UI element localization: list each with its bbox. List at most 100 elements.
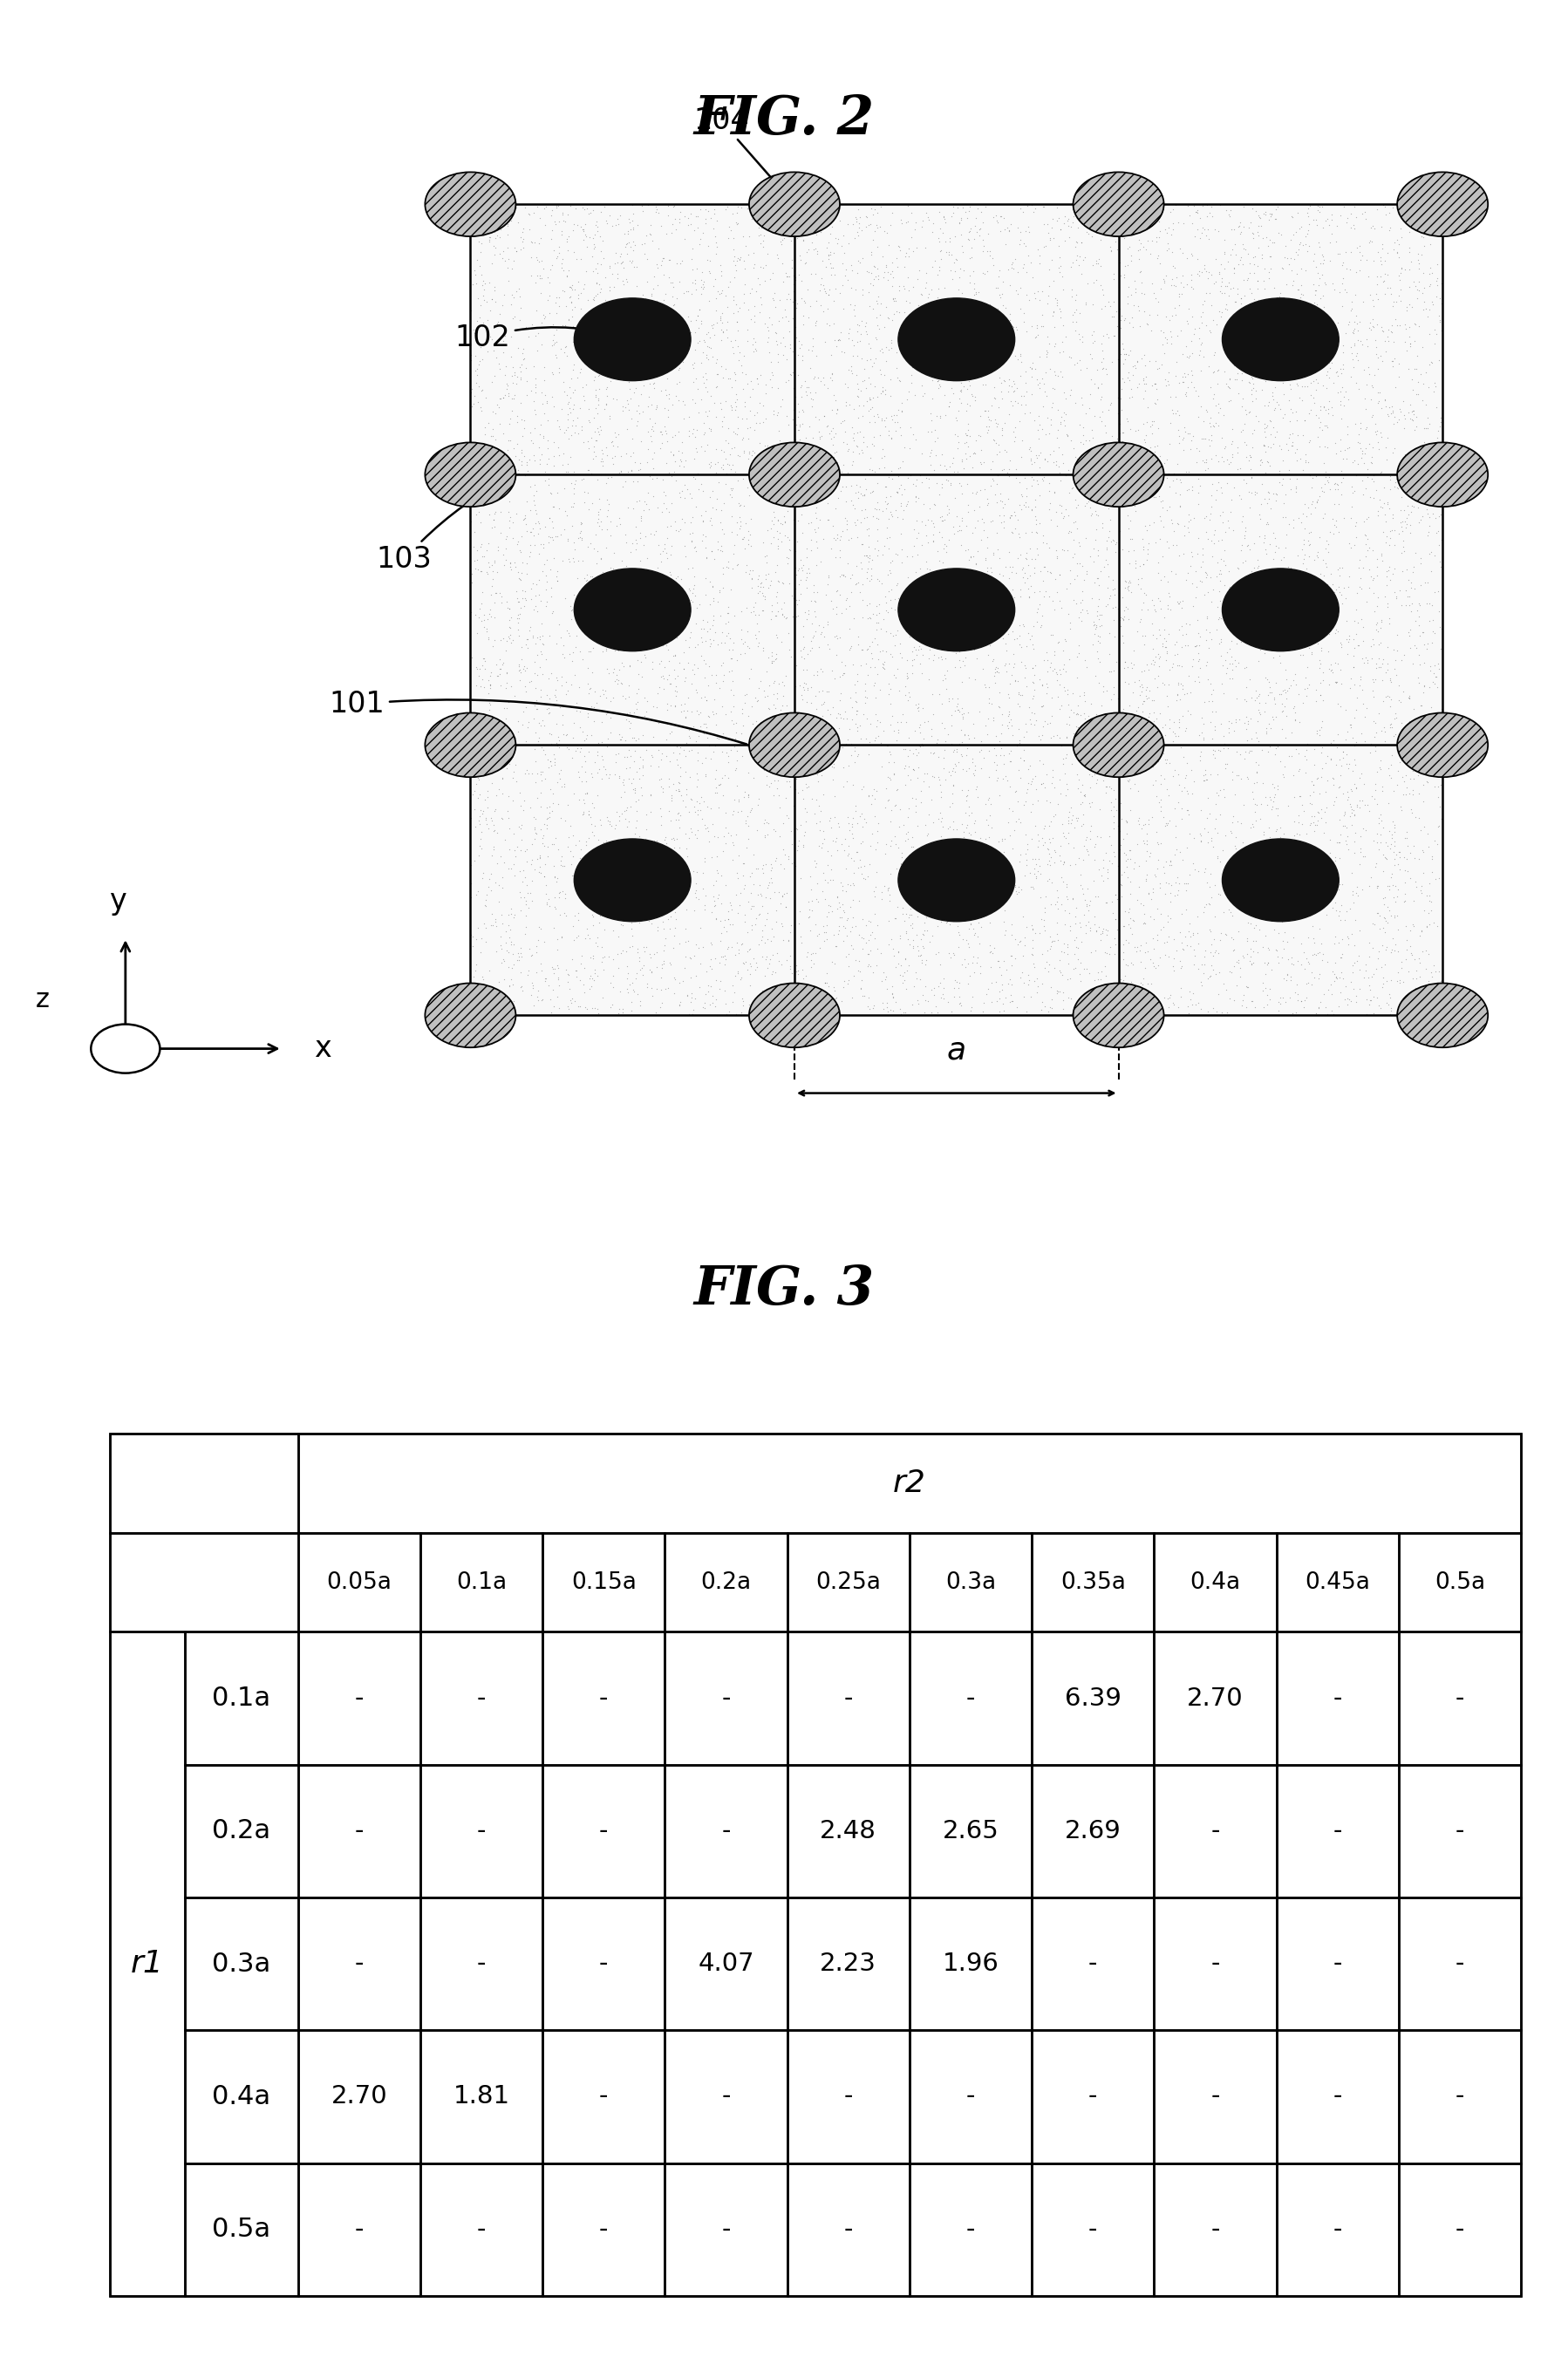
Point: [1087, 600, 1112, 638]
Point: [1145, 778, 1170, 816]
Point: [1248, 208, 1273, 246]
Point: [1301, 319, 1327, 357]
Point: [1353, 381, 1378, 418]
Point: [1325, 466, 1350, 504]
Point: [552, 638, 577, 676]
Point: [638, 747, 663, 785]
Point: [1229, 846, 1254, 884]
Point: [1198, 369, 1223, 407]
Point: [566, 988, 591, 1026]
Point: [673, 312, 698, 350]
Point: [1200, 693, 1225, 730]
Point: [746, 669, 771, 707]
Point: [1272, 913, 1297, 950]
Point: [668, 442, 693, 480]
Point: [881, 279, 906, 317]
Point: [997, 442, 1022, 480]
Point: [1032, 440, 1057, 478]
Point: [546, 830, 571, 868]
Point: [1032, 548, 1057, 586]
Point: [626, 872, 651, 910]
Point: [1134, 669, 1159, 707]
Point: [800, 331, 825, 369]
Point: [1102, 747, 1127, 785]
Point: [1049, 530, 1074, 567]
Point: [612, 248, 637, 286]
Point: [977, 818, 1002, 856]
Point: [1358, 381, 1383, 418]
Point: [1101, 797, 1126, 834]
Point: [731, 981, 756, 1019]
Point: [911, 754, 936, 792]
Point: [1295, 965, 1320, 1002]
Point: [1375, 827, 1400, 865]
Point: [1060, 827, 1085, 865]
Point: [925, 331, 950, 369]
Point: [726, 782, 751, 820]
Point: [659, 537, 684, 574]
Point: [1209, 267, 1234, 305]
Point: [1347, 667, 1372, 704]
Point: [972, 707, 997, 745]
Point: [674, 324, 699, 362]
Point: [1386, 449, 1411, 487]
Point: [704, 366, 729, 404]
Point: [1063, 898, 1088, 936]
Point: [674, 693, 699, 730]
Point: [1320, 364, 1345, 402]
Point: [997, 816, 1022, 853]
Point: [1146, 825, 1171, 863]
Point: [574, 719, 599, 756]
Point: [458, 336, 483, 374]
Point: [1428, 801, 1454, 839]
Point: [467, 485, 492, 522]
Point: [1248, 199, 1273, 236]
Point: [928, 560, 953, 598]
Point: [1303, 201, 1328, 239]
Point: [753, 979, 778, 1017]
Point: [535, 790, 560, 827]
Point: [980, 851, 1005, 889]
Point: [1300, 482, 1325, 520]
Point: [778, 813, 803, 851]
Point: [505, 522, 530, 560]
Point: [1341, 314, 1366, 352]
Point: [1264, 697, 1289, 735]
Point: [776, 407, 801, 444]
Point: [715, 548, 740, 586]
Point: [1289, 806, 1314, 844]
Point: [1110, 624, 1135, 662]
Point: [1428, 284, 1454, 322]
Point: [914, 515, 939, 553]
Point: [856, 936, 881, 974]
Point: [930, 686, 955, 723]
Point: [1014, 667, 1040, 704]
Point: [495, 799, 521, 837]
Point: [1027, 839, 1052, 877]
Point: [1239, 274, 1264, 312]
Point: [787, 894, 812, 931]
Point: [781, 844, 806, 882]
Point: [1079, 782, 1104, 820]
Point: [461, 437, 486, 475]
Point: [757, 565, 782, 603]
Point: [1402, 570, 1427, 608]
Point: [1032, 806, 1057, 844]
Point: [801, 567, 826, 605]
Point: [649, 735, 674, 773]
Point: [1200, 683, 1225, 721]
Point: [988, 504, 1013, 541]
Point: [1195, 572, 1220, 610]
Point: [1342, 527, 1367, 565]
Point: [713, 695, 739, 733]
Point: [795, 934, 820, 972]
Point: [681, 851, 706, 889]
Point: [1148, 910, 1173, 948]
Point: [1425, 201, 1450, 239]
Point: [1165, 681, 1190, 719]
Point: [884, 395, 909, 433]
Point: [880, 974, 905, 1012]
Point: [1421, 494, 1446, 532]
Point: [917, 274, 942, 312]
Point: [1024, 530, 1049, 567]
